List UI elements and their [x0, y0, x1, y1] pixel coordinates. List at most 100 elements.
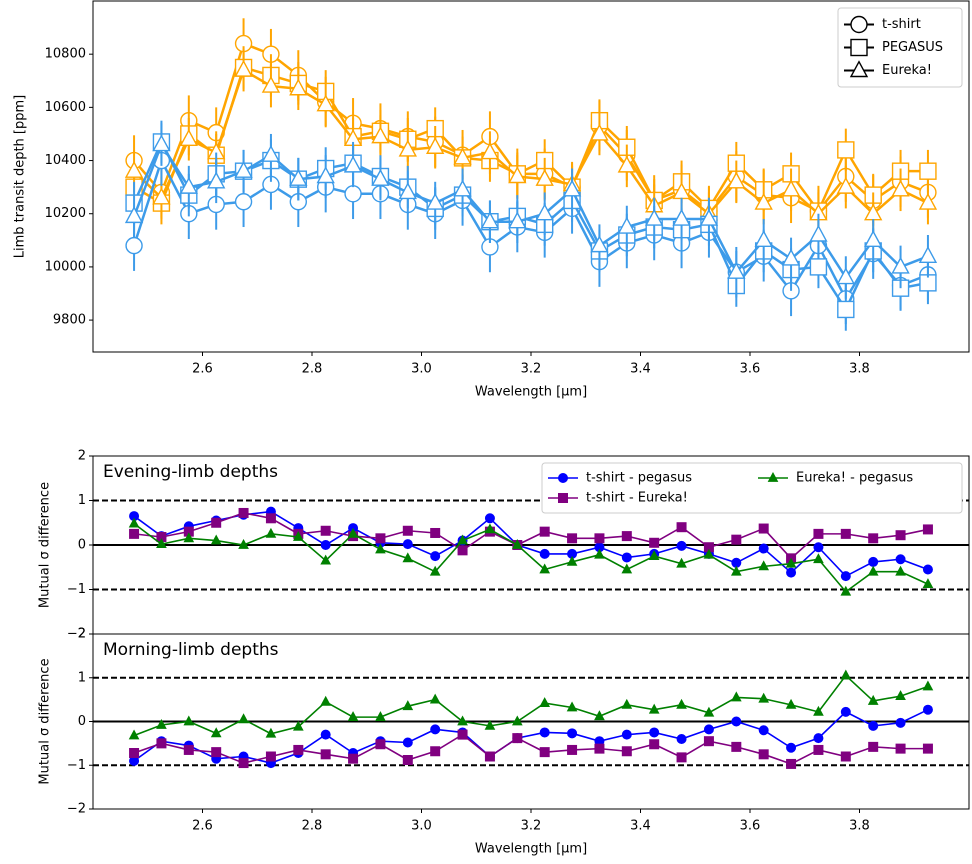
marker: [238, 713, 249, 724]
marker: [837, 300, 855, 319]
marker: [293, 744, 304, 755]
marker: [426, 136, 445, 154]
legend-box: [837, 7, 963, 88]
marker: [292, 530, 304, 541]
marker: [758, 560, 770, 571]
x-tick-label: 2.6: [192, 362, 213, 377]
marker: [238, 758, 249, 769]
y-tick-label: 9800: [53, 313, 86, 328]
marker: [813, 705, 824, 716]
x-tick-label: 3.2: [521, 819, 542, 834]
marker: [238, 507, 249, 518]
marker: [809, 258, 828, 276]
marker: [758, 543, 769, 554]
marker: [320, 749, 331, 760]
legend: t-shirt PEGASUS Eureka!: [837, 7, 963, 88]
marker: [234, 193, 253, 211]
marker: [348, 753, 359, 764]
y-tick-label: 2: [78, 627, 86, 642]
marker: [156, 738, 167, 749]
y-tick-label: 10000: [45, 259, 86, 274]
marker: [703, 548, 715, 559]
marker: [265, 727, 277, 738]
marker: [320, 695, 332, 706]
marker: [785, 698, 797, 709]
marker: [730, 565, 742, 576]
marker: [124, 206, 144, 224]
marker: [183, 744, 194, 755]
marker: [621, 531, 632, 542]
series-line: [133, 41, 929, 213]
y-axis-label: Mutual σ difference: [38, 482, 53, 608]
marker: [809, 224, 828, 242]
marker: [731, 741, 742, 752]
legend-marker: [850, 38, 868, 57]
marker: [125, 236, 143, 255]
marker: [840, 585, 852, 596]
marker: [758, 523, 769, 534]
series-line: [133, 512, 929, 560]
marker: [430, 746, 441, 757]
marker: [567, 728, 578, 739]
marker: [539, 747, 550, 758]
marker: [430, 724, 441, 735]
marker: [895, 565, 906, 576]
x-tick-label: 3.6: [740, 819, 761, 834]
marker: [922, 578, 934, 589]
y-tick-label: −1: [67, 582, 86, 597]
marker: [895, 743, 906, 754]
marker: [867, 694, 879, 705]
marker: [786, 742, 797, 753]
y-tick-label: −2: [67, 802, 86, 817]
marker: [754, 192, 773, 210]
marker: [703, 706, 715, 717]
x-axis-label: Wavelength [μm]: [475, 385, 587, 400]
marker: [731, 716, 742, 727]
marker: [375, 711, 386, 721]
marker: [398, 139, 417, 157]
series-line: [133, 674, 929, 737]
y-tick-label: 0: [78, 538, 86, 553]
legend-marker: [767, 471, 779, 482]
x-tick-label: 3.0: [411, 362, 432, 377]
marker: [836, 176, 855, 194]
marker: [864, 230, 883, 248]
marker: [320, 540, 331, 550]
marker: [402, 539, 413, 550]
marker: [508, 166, 527, 184]
series-line: [133, 510, 929, 578]
marker: [703, 724, 714, 735]
marker: [265, 513, 276, 524]
marker: [813, 553, 824, 564]
marker: [621, 698, 633, 709]
legend-label: Eureka! - pegasus: [796, 471, 913, 486]
marker: [156, 718, 167, 729]
marker: [539, 697, 551, 707]
marker: [457, 534, 468, 545]
marker: [566, 701, 578, 712]
marker: [590, 123, 609, 141]
marker: [758, 749, 769, 760]
marker: [676, 557, 687, 568]
series-line: [132, 157, 929, 302]
marker: [590, 235, 609, 253]
x-tick-label: 3.6: [740, 362, 761, 377]
marker: [129, 528, 140, 539]
x-tick-label: 3.8: [849, 819, 870, 834]
y-tick-label: −1: [67, 758, 86, 773]
marker: [539, 563, 551, 574]
marker: [781, 179, 801, 197]
marker: [265, 751, 276, 762]
plot-frame: [92, 0, 970, 353]
marker: [539, 727, 550, 738]
x-tick-label: 3.4: [630, 819, 651, 834]
marker: [813, 744, 824, 755]
marker: [813, 542, 824, 553]
marker: [508, 211, 527, 229]
marker: [480, 211, 500, 229]
marker: [402, 755, 413, 765]
annotation: Morning-limb depths: [103, 640, 279, 660]
marker: [152, 134, 171, 152]
legend-label: t-shirt - pegasus: [586, 471, 692, 486]
marker: [371, 168, 390, 186]
